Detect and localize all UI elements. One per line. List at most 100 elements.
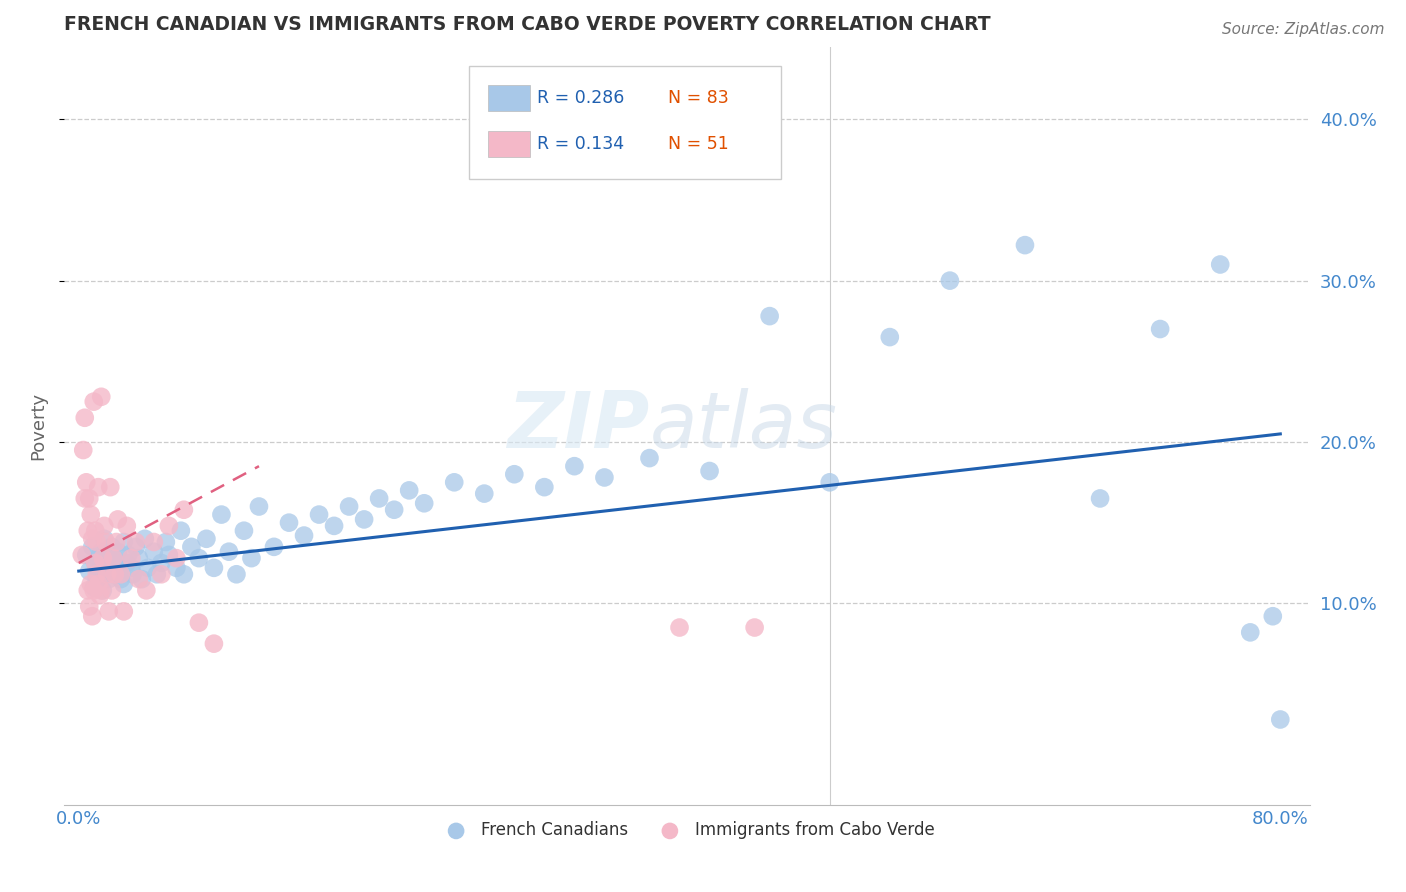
Point — [209, 508, 232, 522]
Point — [86, 535, 108, 549]
Point — [86, 567, 108, 582]
Point — [128, 572, 150, 586]
Point — [112, 604, 135, 618]
Point — [90, 544, 112, 558]
Point — [72, 443, 94, 458]
Point — [939, 274, 962, 288]
Text: FRENCH CANADIAN VS IMMIGRANTS FROM CABO VERDE POVERTY CORRELATION CHART: FRENCH CANADIAN VS IMMIGRANTS FROM CABO … — [63, 15, 990, 34]
Point — [292, 528, 315, 542]
Point — [108, 564, 131, 578]
Point — [744, 621, 766, 635]
Point — [758, 309, 780, 323]
Point — [110, 567, 132, 582]
Point — [82, 609, 104, 624]
Point — [503, 467, 526, 482]
Point — [110, 572, 132, 586]
Point — [146, 567, 169, 582]
Point — [699, 464, 721, 478]
Point — [157, 519, 180, 533]
Point — [308, 508, 330, 522]
Point — [472, 486, 495, 500]
Point — [98, 561, 121, 575]
Point — [187, 551, 209, 566]
Point — [187, 615, 209, 630]
Point — [593, 470, 616, 484]
Point — [1209, 258, 1232, 272]
Point — [105, 535, 128, 549]
Point — [82, 532, 104, 546]
Point — [170, 524, 193, 538]
Point — [96, 567, 118, 582]
FancyBboxPatch shape — [488, 86, 530, 112]
Point — [668, 621, 690, 635]
Point — [173, 567, 195, 582]
Point — [94, 556, 117, 570]
Point — [638, 451, 661, 466]
Legend: French Canadians, Immigrants from Cabo Verde: French Canadians, Immigrants from Cabo V… — [433, 814, 941, 846]
Point — [83, 394, 105, 409]
Point — [155, 535, 177, 549]
Point — [73, 410, 96, 425]
Point — [533, 480, 555, 494]
Point — [150, 556, 173, 570]
Text: Source: ZipAtlas.com: Source: ZipAtlas.com — [1222, 22, 1385, 37]
Point — [98, 480, 121, 494]
Point — [157, 548, 180, 562]
Point — [233, 524, 256, 538]
Point — [112, 577, 135, 591]
Point — [135, 583, 157, 598]
Point — [97, 548, 120, 562]
Point — [134, 532, 156, 546]
Point — [165, 561, 187, 575]
Point — [225, 567, 247, 582]
Point — [94, 535, 117, 549]
Point — [382, 502, 405, 516]
Point — [87, 551, 110, 566]
Point — [1270, 713, 1292, 727]
Point — [76, 583, 98, 598]
Point — [104, 567, 127, 582]
Point — [195, 532, 218, 546]
FancyBboxPatch shape — [488, 131, 530, 157]
Point — [165, 551, 187, 566]
Point — [97, 572, 120, 586]
Point — [180, 540, 202, 554]
Point — [125, 535, 148, 549]
Point — [120, 561, 142, 575]
Point — [77, 599, 100, 614]
Text: atlas: atlas — [650, 388, 838, 464]
Point — [240, 551, 263, 566]
Point — [142, 535, 165, 549]
Point — [82, 540, 104, 554]
Point — [136, 561, 159, 575]
Point — [115, 519, 138, 533]
Point — [173, 502, 195, 516]
Point — [101, 583, 124, 598]
Point — [107, 544, 129, 558]
Point — [93, 532, 115, 546]
Point — [818, 475, 841, 490]
Point — [337, 500, 360, 514]
Point — [1014, 238, 1036, 252]
Point — [121, 567, 143, 582]
Point — [91, 551, 114, 566]
Point — [142, 544, 165, 558]
Point — [150, 567, 173, 582]
Point — [84, 556, 107, 570]
Point — [1261, 609, 1284, 624]
Point — [120, 551, 142, 566]
Point — [89, 588, 111, 602]
Point — [1088, 491, 1111, 506]
Point — [1149, 322, 1171, 336]
Point — [84, 524, 107, 538]
Point — [398, 483, 420, 498]
Text: R = 0.134: R = 0.134 — [537, 135, 624, 153]
Point — [564, 459, 586, 474]
Point — [115, 556, 138, 570]
Point — [77, 491, 100, 506]
Point — [131, 572, 153, 586]
Point — [323, 519, 346, 533]
Point — [87, 577, 110, 591]
Point — [879, 330, 901, 344]
Point — [96, 566, 118, 580]
